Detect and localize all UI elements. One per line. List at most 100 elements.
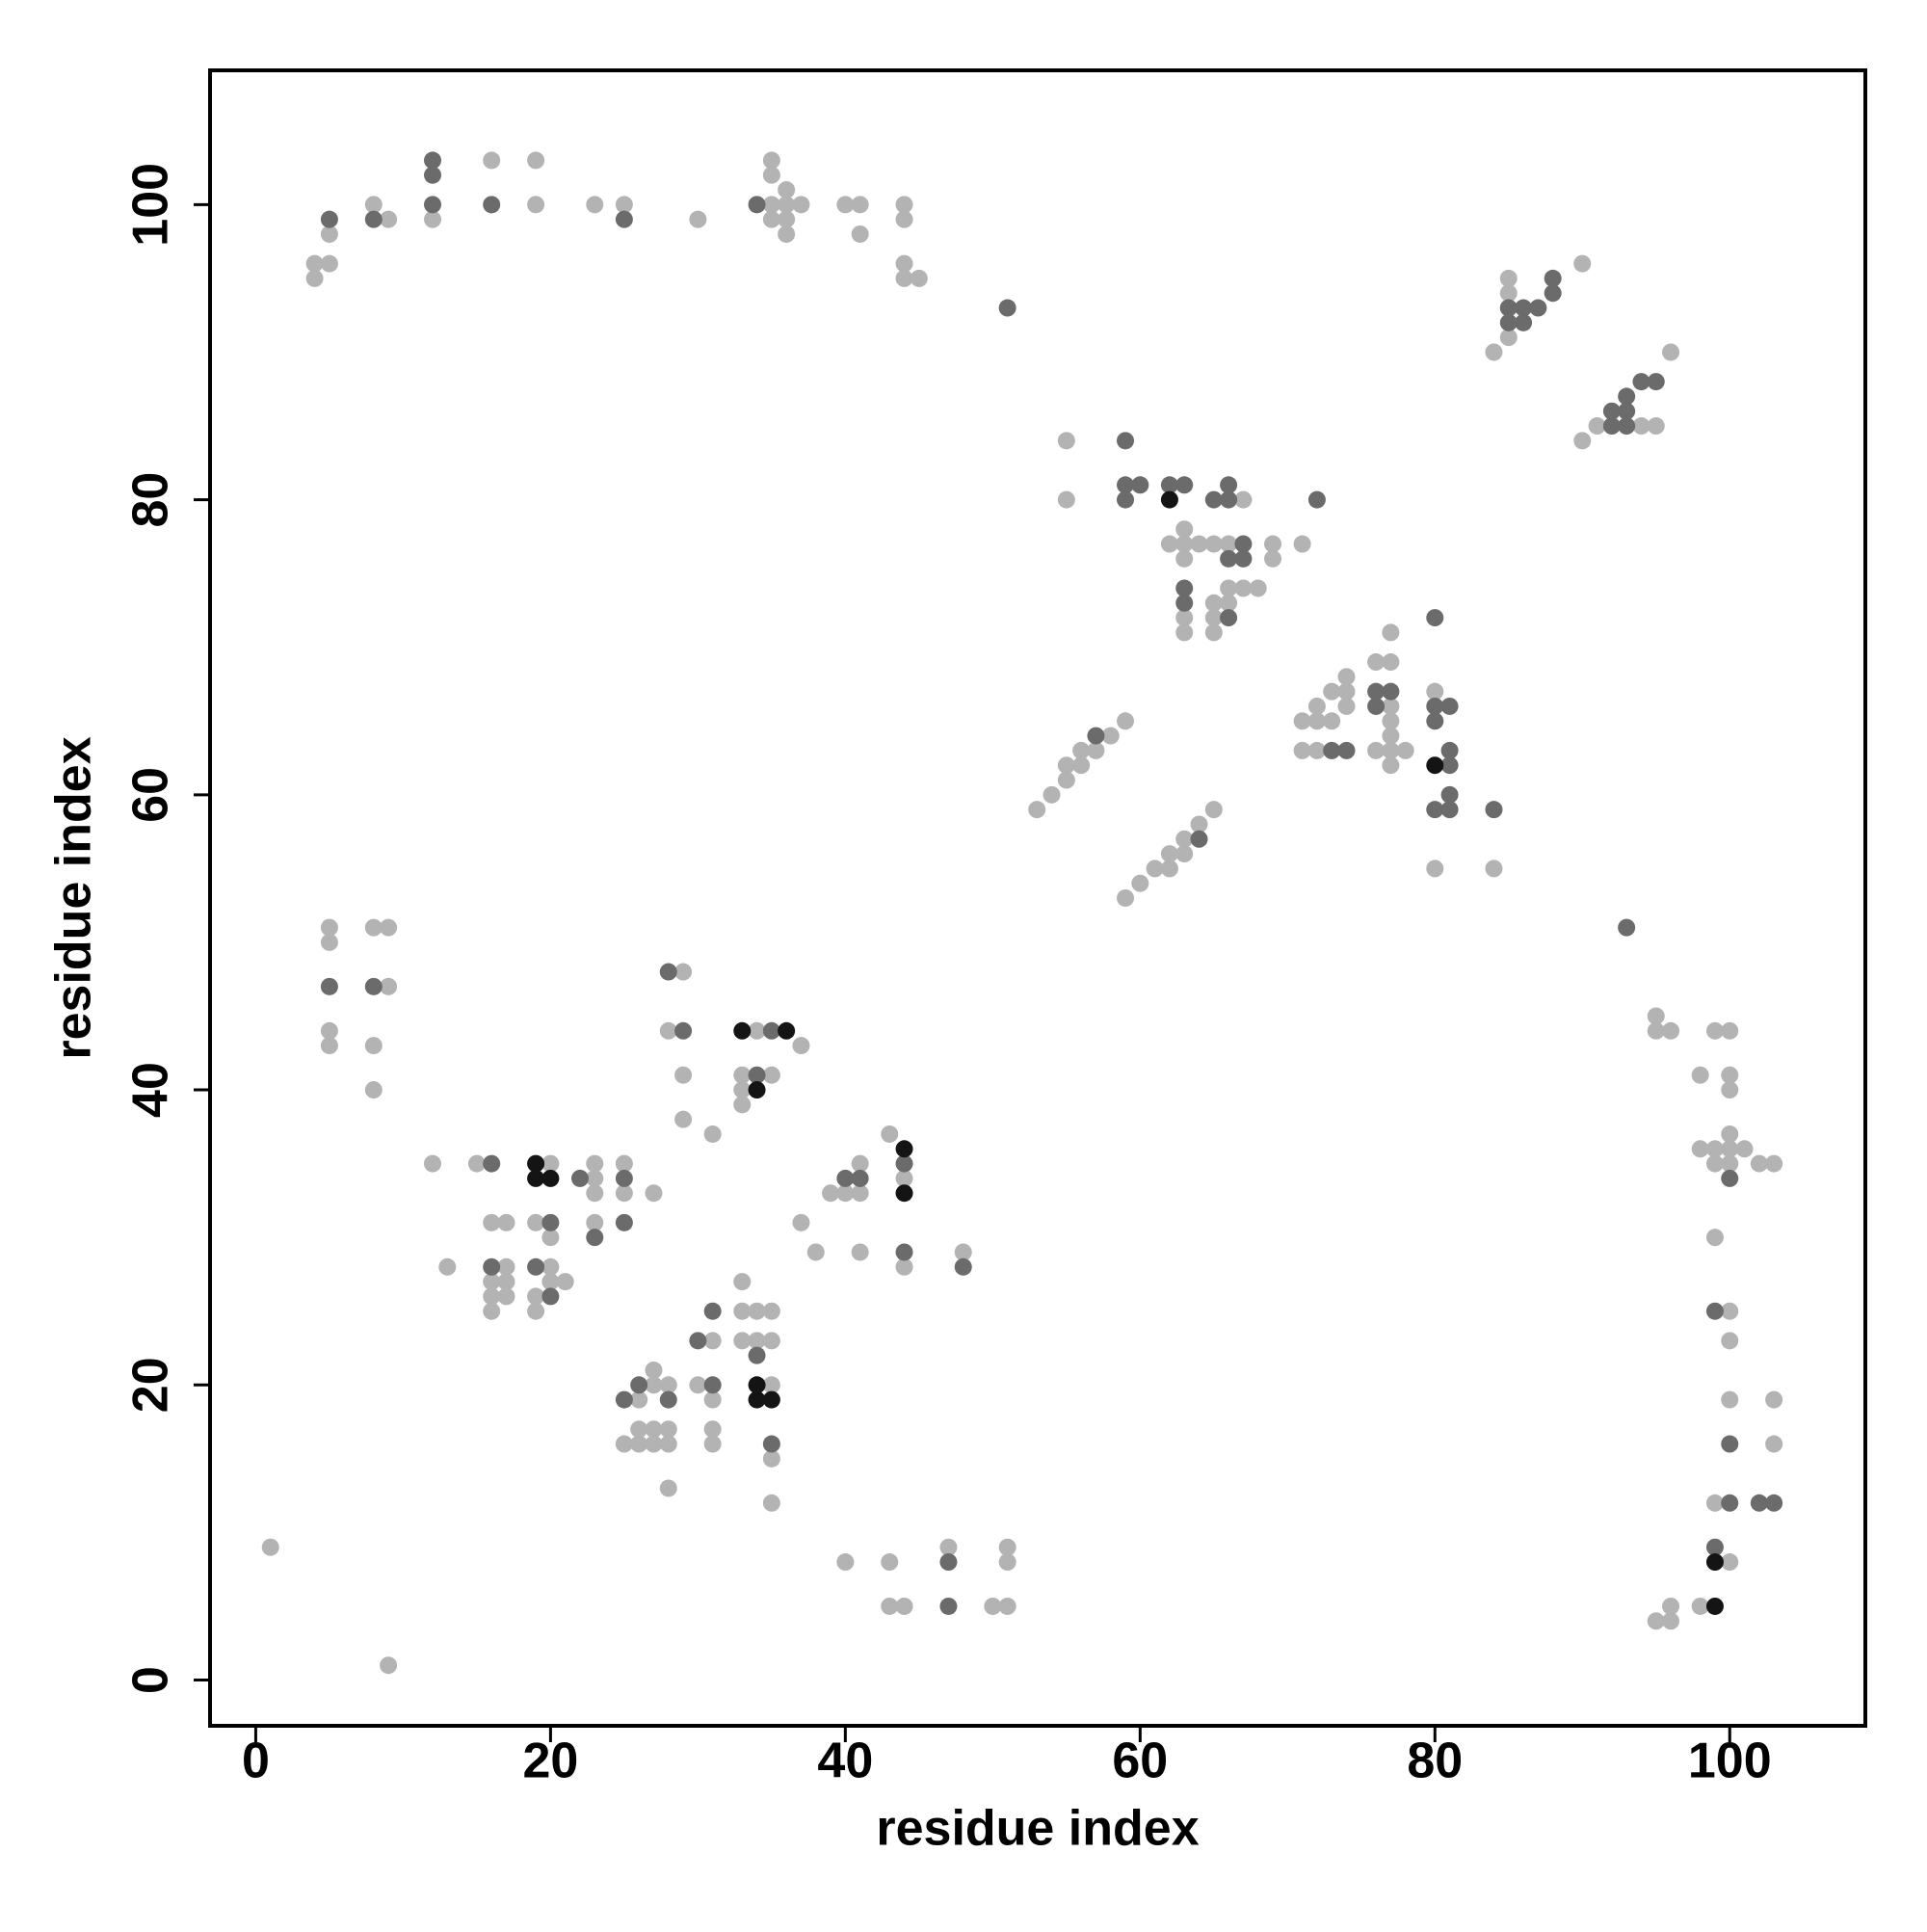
point bbox=[733, 1302, 752, 1320]
point bbox=[1544, 284, 1562, 303]
point bbox=[1485, 860, 1503, 878]
point bbox=[1426, 697, 1444, 715]
point bbox=[1293, 741, 1311, 759]
point bbox=[320, 254, 338, 273]
point bbox=[998, 1538, 1016, 1556]
x-tick-label: 100 bbox=[1688, 1734, 1772, 1789]
point bbox=[527, 1169, 545, 1187]
point bbox=[703, 1302, 722, 1320]
point bbox=[497, 1273, 515, 1291]
point bbox=[320, 225, 338, 243]
point bbox=[1264, 549, 1282, 568]
point bbox=[1220, 609, 1238, 627]
point bbox=[1705, 1494, 1724, 1512]
point bbox=[541, 1154, 560, 1173]
point bbox=[527, 1302, 545, 1320]
point bbox=[1028, 801, 1046, 819]
point bbox=[954, 1243, 972, 1261]
point bbox=[1072, 741, 1091, 759]
point bbox=[1367, 653, 1386, 672]
point bbox=[1367, 682, 1386, 701]
point bbox=[1765, 1154, 1783, 1173]
point bbox=[895, 269, 913, 287]
point bbox=[586, 1213, 604, 1231]
point bbox=[762, 1494, 780, 1512]
point bbox=[320, 1021, 338, 1040]
point bbox=[586, 196, 604, 214]
point bbox=[1175, 476, 1194, 494]
y-tick-label: 20 bbox=[123, 1357, 179, 1413]
point bbox=[1307, 490, 1326, 509]
point bbox=[836, 1553, 855, 1572]
point bbox=[1234, 579, 1253, 597]
point bbox=[748, 1066, 766, 1084]
point bbox=[1382, 741, 1400, 759]
point bbox=[1131, 874, 1149, 892]
point bbox=[1440, 801, 1459, 819]
point bbox=[483, 1287, 501, 1306]
point bbox=[733, 1273, 752, 1291]
point bbox=[1618, 417, 1636, 436]
point bbox=[1499, 329, 1518, 347]
point bbox=[1043, 785, 1061, 804]
point bbox=[1307, 697, 1326, 715]
point bbox=[364, 977, 383, 995]
point bbox=[1721, 1066, 1739, 1084]
point bbox=[483, 1213, 501, 1231]
point bbox=[305, 269, 324, 287]
point bbox=[1632, 417, 1650, 436]
point bbox=[1529, 299, 1547, 317]
point bbox=[1662, 343, 1680, 361]
point bbox=[748, 1376, 766, 1394]
point bbox=[1234, 490, 1253, 509]
point bbox=[1705, 1021, 1724, 1040]
point bbox=[1204, 801, 1223, 819]
point bbox=[1190, 815, 1208, 834]
point bbox=[483, 151, 501, 170]
point bbox=[320, 918, 338, 937]
y-tick-label: 100 bbox=[123, 163, 179, 247]
point bbox=[1440, 697, 1459, 715]
point bbox=[733, 1066, 752, 1084]
point bbox=[320, 210, 338, 228]
point bbox=[527, 1257, 545, 1276]
point bbox=[1057, 756, 1075, 775]
point bbox=[1602, 402, 1621, 420]
point bbox=[851, 196, 869, 214]
point bbox=[851, 1169, 869, 1187]
point bbox=[1750, 1494, 1768, 1512]
y-axis-title: residue index bbox=[46, 736, 102, 1059]
point bbox=[792, 196, 810, 214]
point bbox=[424, 210, 442, 228]
x-tick-label: 40 bbox=[817, 1734, 873, 1789]
point bbox=[836, 196, 855, 214]
point bbox=[1618, 402, 1636, 420]
point bbox=[881, 1597, 899, 1615]
point bbox=[497, 1257, 515, 1276]
point bbox=[483, 1273, 501, 1291]
point bbox=[586, 1169, 604, 1187]
point bbox=[1323, 741, 1341, 759]
point bbox=[1204, 609, 1223, 627]
point bbox=[1220, 490, 1238, 509]
point bbox=[822, 1184, 840, 1203]
point bbox=[1220, 594, 1238, 612]
point bbox=[1160, 860, 1178, 878]
point bbox=[998, 1553, 1016, 1572]
point bbox=[748, 1332, 766, 1350]
point bbox=[851, 1184, 869, 1203]
point bbox=[1307, 712, 1326, 730]
point bbox=[615, 1169, 633, 1187]
point bbox=[1220, 476, 1238, 494]
point bbox=[1382, 623, 1400, 642]
point bbox=[762, 1021, 780, 1040]
point bbox=[364, 196, 383, 214]
point bbox=[1382, 712, 1400, 730]
point bbox=[659, 1390, 677, 1409]
point bbox=[703, 1420, 722, 1439]
point bbox=[586, 1154, 604, 1173]
point bbox=[1087, 727, 1105, 745]
point bbox=[1515, 313, 1533, 331]
point bbox=[1721, 1553, 1739, 1572]
point bbox=[1117, 889, 1135, 907]
